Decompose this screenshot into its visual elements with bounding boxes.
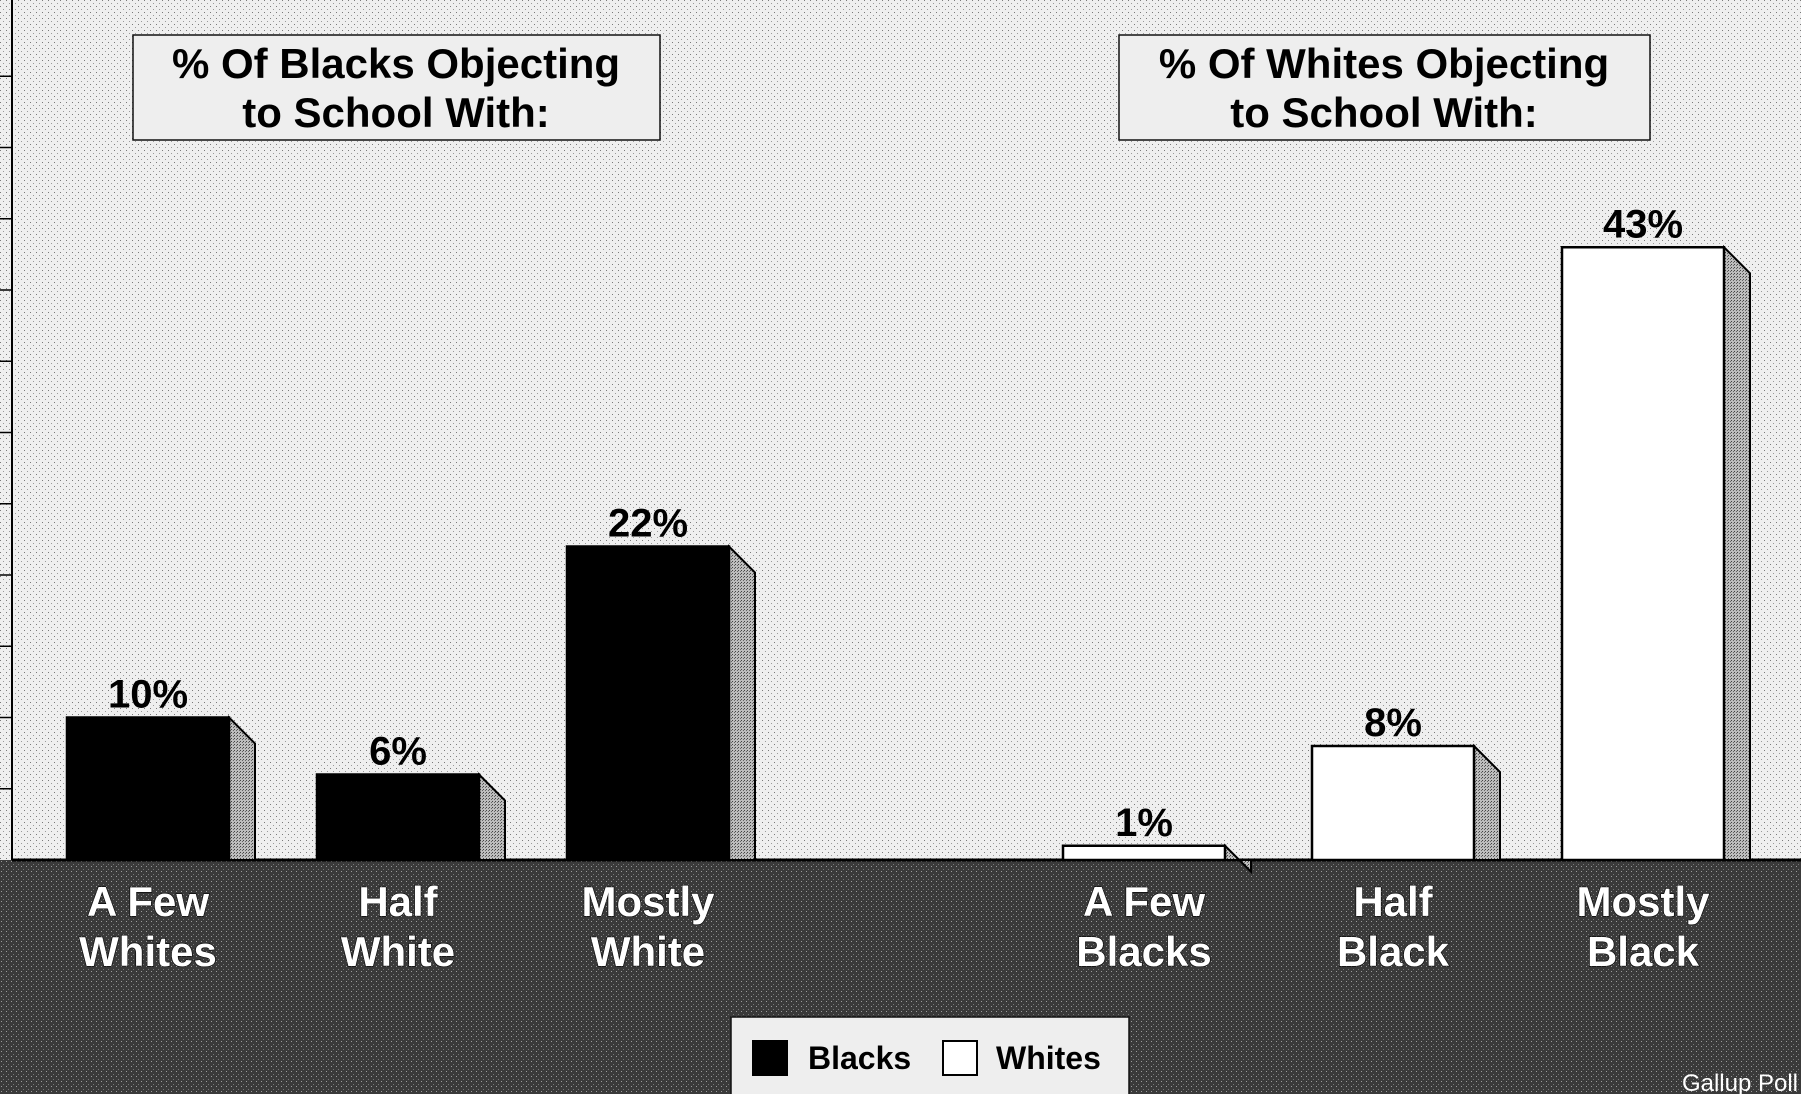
annotation-frame-whites xyxy=(1118,34,1651,141)
category-label: Black xyxy=(1337,928,1450,975)
bar-value-label: 22% xyxy=(608,502,688,546)
source-label: Gallup Poll xyxy=(1682,1070,1798,1094)
plot-background xyxy=(0,0,1801,860)
bar-blacks xyxy=(65,716,231,862)
annotation-whites-line1: % Of Whites Objecting xyxy=(1159,40,1609,87)
annotation-box-blacks: % Of Blacks Objecting to School With: xyxy=(132,34,661,141)
annotation-whites-line2: to School With: xyxy=(1230,89,1538,136)
legend: Blacks Whites xyxy=(730,1016,1130,1098)
category-label: White xyxy=(341,928,455,975)
category-label: Black xyxy=(1587,928,1700,975)
bar-value-label: 6% xyxy=(369,730,427,774)
legend-swatch-whites xyxy=(942,1040,978,1076)
category-label: Half xyxy=(358,878,438,925)
legend-frame xyxy=(730,1016,1130,1098)
bar-whites xyxy=(1560,246,1726,862)
category-label: Mostly xyxy=(581,878,715,925)
bar-blacks xyxy=(565,545,731,862)
y-axis-ticks xyxy=(0,75,12,790)
legend-label-blacks: Blacks xyxy=(808,1040,911,1076)
bar-side xyxy=(1723,244,1751,861)
category-label: Mostly xyxy=(1576,878,1710,925)
bar-side xyxy=(728,544,756,861)
category-label: Blacks xyxy=(1076,928,1211,975)
bar-side xyxy=(228,715,256,861)
bar-value-label: 8% xyxy=(1364,701,1422,745)
bar-blacks xyxy=(315,773,481,862)
annotation-blacks-line2: to School With: xyxy=(242,89,550,136)
annotation-frame-blacks xyxy=(132,34,661,141)
category-label: Whites xyxy=(79,928,217,975)
bar-value-label: 43% xyxy=(1603,202,1683,246)
legend-swatch-blacks xyxy=(752,1040,788,1076)
annotation-blacks-line1: % Of Blacks Objecting xyxy=(172,40,620,87)
bar-value-label: 1% xyxy=(1115,801,1173,845)
bar-whites xyxy=(1310,744,1476,862)
category-label: Half xyxy=(1353,878,1433,925)
bar-value-label: 10% xyxy=(108,673,188,717)
category-label: A Few xyxy=(1083,878,1205,925)
bars-group: 10% 6% 22% 1% 8% 43% xyxy=(65,202,1751,875)
bar-whites xyxy=(1061,844,1227,862)
category-label: White xyxy=(591,928,705,975)
category-label: A Few xyxy=(87,878,209,925)
legend-label-whites: Whites xyxy=(996,1040,1101,1076)
annotation-box-whites: % Of Whites Objecting to School With: xyxy=(1118,34,1651,141)
